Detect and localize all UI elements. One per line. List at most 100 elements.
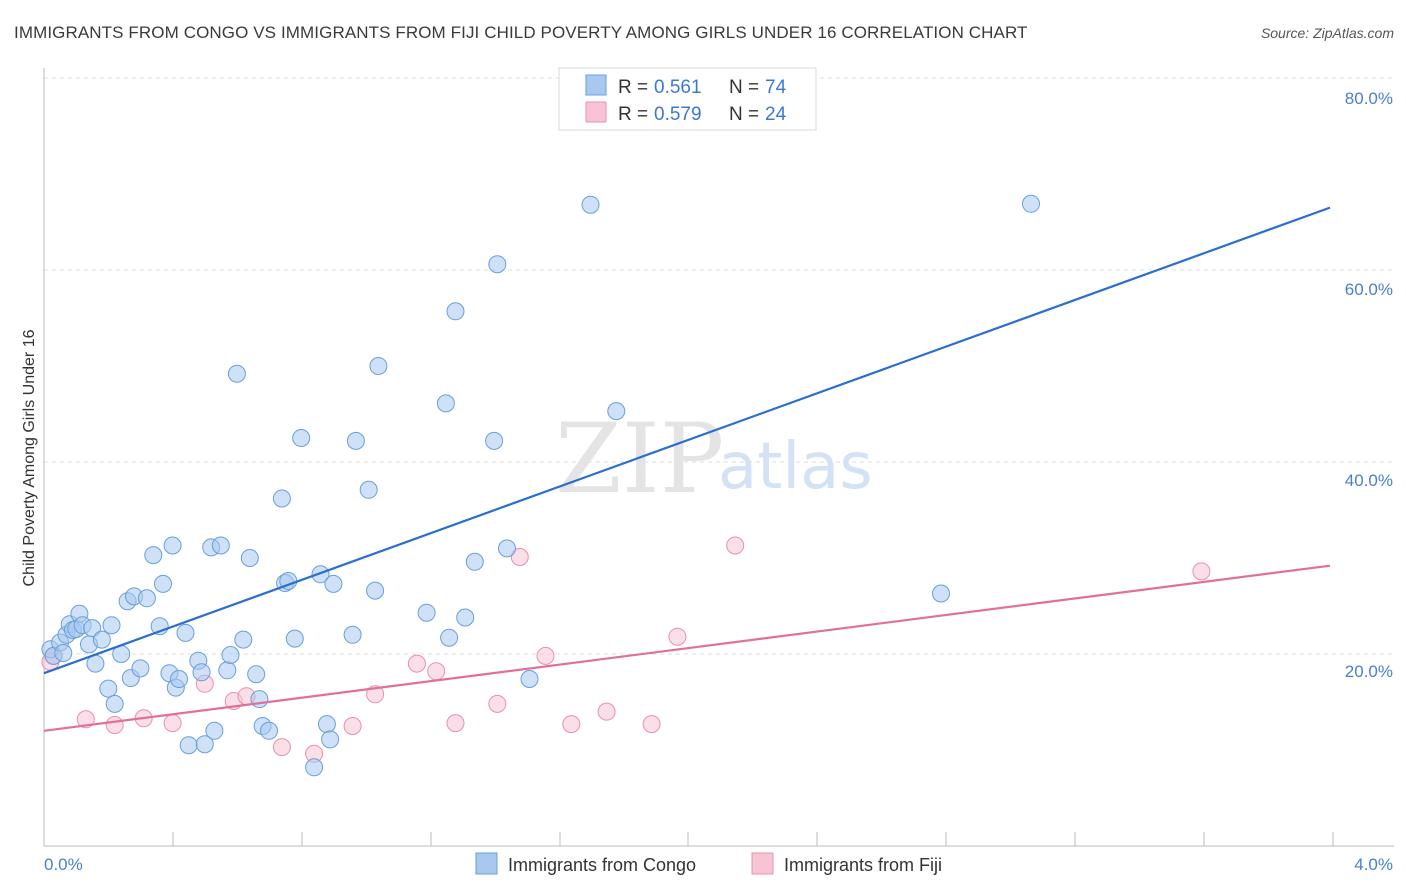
congo-point [195,735,214,754]
congo-point [317,715,336,734]
fiji-point [668,627,687,646]
fiji-point [407,654,426,673]
congo-point [144,546,163,565]
y-tick-label-80: 80.0% [1345,89,1393,108]
fiji-point [1192,562,1211,581]
congo-point [83,619,102,638]
axes [43,68,1394,847]
fiji-point [105,716,124,734]
congo-point [446,302,465,321]
legend-congo-n-value: 74 [765,77,787,98]
legend-fiji-n-label: N = [729,104,759,125]
congo-point [102,616,121,635]
congo-point [285,629,304,648]
congo-point [607,402,626,421]
congo-point [369,357,388,375]
congo-point [163,536,182,555]
congo-point [343,625,362,644]
congo-point [260,721,278,740]
congo-point [346,431,365,450]
legend-congo-r-label: R = [618,77,648,98]
bottom-legend-label-fiji: Immigrants from Fiji [784,855,942,875]
legend-swatch-fiji [585,101,607,123]
watermark-atlas: atlas [718,430,873,504]
congo-point [324,574,343,593]
fiji-point [427,662,446,681]
congo-point [932,584,950,603]
congo-point [105,694,124,713]
congo-point [234,630,253,649]
congo-point [292,429,311,447]
congo-point [465,552,484,571]
legend-fiji-n-value: 24 [765,104,787,125]
fiji-point [642,715,661,734]
congo-point [240,549,259,567]
watermark-zip: ZIP [555,403,724,515]
congo-point [221,646,240,664]
congo-point [170,670,188,688]
bottom-legend-swatch-congo [475,852,498,875]
y-tick-label-40: 40.0% [1345,471,1393,490]
congo-point [54,644,73,662]
x-tick-label-min: 0.0% [44,855,83,874]
grid [44,77,1394,655]
congo-point [247,665,266,684]
y-tick-label-20: 20.0% [1345,662,1393,681]
fiji-point [163,714,182,733]
bottom-legend-label-congo: Immigrants from Congo [508,855,696,875]
congo-point [359,480,378,499]
legend-swatch-congo [585,74,607,96]
fiji-point [272,738,291,757]
congo-point [179,736,198,755]
congo-point [99,679,118,698]
fiji-point [446,714,465,733]
congo-point [366,581,385,600]
fiji-trend-line [43,564,1331,732]
legend-fiji-r-value: 0.579 [654,104,702,125]
congo-point [488,255,507,274]
fiji-point [343,717,362,735]
legend-congo-n-label: N = [729,77,759,98]
series-legend: Immigrants from Congo Immigrants from Fi… [475,852,942,875]
chart-title: IMMIGRANTS FROM CONGO VS IMMIGRANTS FROM… [14,23,1028,42]
congo-point [305,758,324,777]
congo-point [436,394,455,413]
congo-point [311,565,330,584]
chart-source: Source: ZipAtlas.com [1261,25,1394,41]
y-tick-label-60: 60.0% [1345,280,1393,299]
congo-point [218,661,237,680]
y-tick-labels: 80.0% 60.0% 40.0% 20.0% [1345,89,1393,681]
stats-legend: R = 0.561 N = 74 R = 0.579 N = 24 [558,67,817,131]
congo-point [321,730,340,749]
fiji-point [366,685,385,704]
congo-point [250,690,269,709]
congo-point [205,721,224,740]
congo-point [211,536,230,555]
fiji-point [76,710,95,729]
congo-trend-line [43,206,1331,675]
trend-lines [43,206,1331,732]
legend-congo-r-value: 0.561 [654,77,702,98]
fiji-point [562,715,581,734]
fiji-point [488,694,507,713]
y-axis-label: Child Poverty Among Girls Under 16 [21,329,38,586]
fiji-point [536,646,555,665]
congo-point [417,603,436,622]
congo-point [485,431,504,450]
congo-points [41,194,1040,777]
bottom-legend-swatch-fiji [751,852,774,875]
congo-point [440,628,459,647]
congo-point [1022,194,1040,213]
fiji-point [510,548,529,566]
congo-point [192,663,211,682]
congo-point [176,623,195,642]
x-tick-label-max: 4.0% [1354,855,1393,874]
congo-point [154,574,172,593]
congo-point [520,670,539,688]
congo-point [581,195,600,214]
fiji-point [726,536,745,555]
congo-point [272,489,291,508]
congo-point [137,589,156,608]
congo-point [498,539,516,558]
